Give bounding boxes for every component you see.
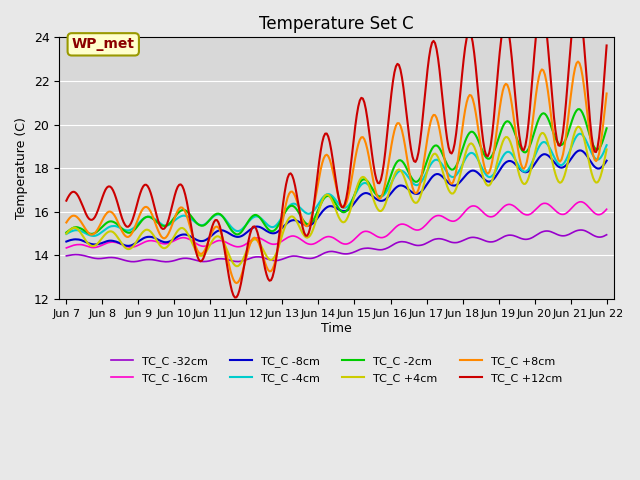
TC_C -16cm [299,238,307,244]
Line: TC_C +12cm: TC_C +12cm [67,0,607,298]
TC_C -8cm [63,239,70,244]
Line: TC_C -2cm: TC_C -2cm [67,109,607,234]
TC_C -8cm [574,148,582,154]
TC_C +12cm [300,230,308,236]
TC_C -2cm [63,229,70,235]
TC_C -32cm [129,259,136,264]
TC_C +8cm [232,280,240,286]
TC_C -4cm [130,225,138,230]
TC_C +8cm [63,220,70,226]
TC_C +8cm [574,59,582,64]
TC_C -2cm [223,221,231,227]
TC_C -4cm [574,132,582,137]
TC_C +8cm [252,235,260,241]
TC_C -8cm [225,230,233,236]
Line: TC_C -8cm: TC_C -8cm [67,150,607,246]
TC_C +4cm [232,264,240,269]
TC_C -2cm [576,106,584,112]
TC_C -4cm [576,131,584,137]
TC_C -8cm [576,147,584,153]
TC_C -16cm [129,244,136,250]
TC_C -2cm [252,212,260,218]
TC_C +8cm [576,60,584,66]
Line: TC_C +4cm: TC_C +4cm [67,127,607,266]
TC_C -16cm [577,199,585,204]
TC_C -16cm [63,245,70,251]
TC_C -8cm [252,224,260,229]
TC_C +8cm [129,229,136,235]
Line: TC_C -32cm: TC_C -32cm [67,230,607,262]
TC_C +4cm [243,247,251,253]
TC_C -2cm [574,106,582,112]
TC_C -32cm [574,228,582,233]
TC_C -2cm [300,218,308,224]
TC_C -8cm [300,222,308,228]
Line: TC_C -4cm: TC_C -4cm [67,134,607,236]
TC_C -2cm [129,228,136,234]
TC_C -16cm [223,240,231,246]
Title: Temperature Set C: Temperature Set C [259,15,414,33]
TC_C +8cm [300,221,308,227]
TC_C -32cm [63,253,70,259]
TC_C +4cm [576,124,584,130]
TC_C -4cm [63,231,70,237]
TC_C +4cm [252,237,260,242]
TC_C +8cm [243,252,251,258]
TC_C -32cm [577,227,585,233]
TC_C +12cm [574,0,582,2]
TC_C +12cm [231,295,239,300]
TC_C -16cm [573,201,580,206]
TC_C +12cm [243,246,251,252]
Line: TC_C -16cm: TC_C -16cm [67,202,607,248]
TC_C +8cm [223,255,231,261]
Line: TC_C +8cm: TC_C +8cm [67,61,607,283]
TC_C +12cm [576,1,584,7]
TC_C +12cm [223,264,231,270]
TC_C -4cm [603,143,611,148]
TC_C +8cm [603,91,611,96]
TC_C -16cm [241,241,249,247]
Text: WP_met: WP_met [72,37,135,51]
TC_C +4cm [574,124,582,130]
TC_C -32cm [252,254,260,260]
TC_C -8cm [130,241,138,247]
TC_C -32cm [603,232,611,238]
TC_C +4cm [223,248,231,253]
TC_C +4cm [129,244,136,250]
TC_C -4cm [300,209,308,215]
Y-axis label: Temperature (C): Temperature (C) [15,117,28,219]
TC_C -32cm [162,259,170,264]
TC_C -2cm [234,231,242,237]
X-axis label: Time: Time [321,322,352,335]
TC_C -4cm [90,233,97,239]
Legend: TC_C -32cm, TC_C -16cm, TC_C -8cm, TC_C -4cm, TC_C -2cm, TC_C +4cm, TC_C +8cm, T: TC_C -32cm, TC_C -16cm, TC_C -8cm, TC_C … [106,352,566,388]
TC_C +4cm [63,231,70,237]
TC_C -32cm [225,257,233,263]
TC_C -32cm [300,255,308,261]
TC_C -4cm [243,221,251,227]
TC_C -4cm [252,214,260,219]
TC_C -32cm [243,257,251,263]
TC_C +12cm [252,226,260,231]
TC_C +4cm [300,233,308,239]
TC_C -4cm [225,221,233,227]
TC_C -2cm [603,125,611,131]
TC_C -8cm [603,158,611,164]
TC_C +4cm [603,146,611,152]
TC_C -8cm [124,243,132,249]
TC_C +12cm [603,43,611,48]
TC_C +12cm [129,217,136,223]
TC_C -16cm [603,206,611,212]
TC_C -2cm [243,221,251,227]
TC_C -8cm [243,229,251,235]
TC_C +12cm [63,198,70,204]
TC_C -16cm [251,236,259,241]
